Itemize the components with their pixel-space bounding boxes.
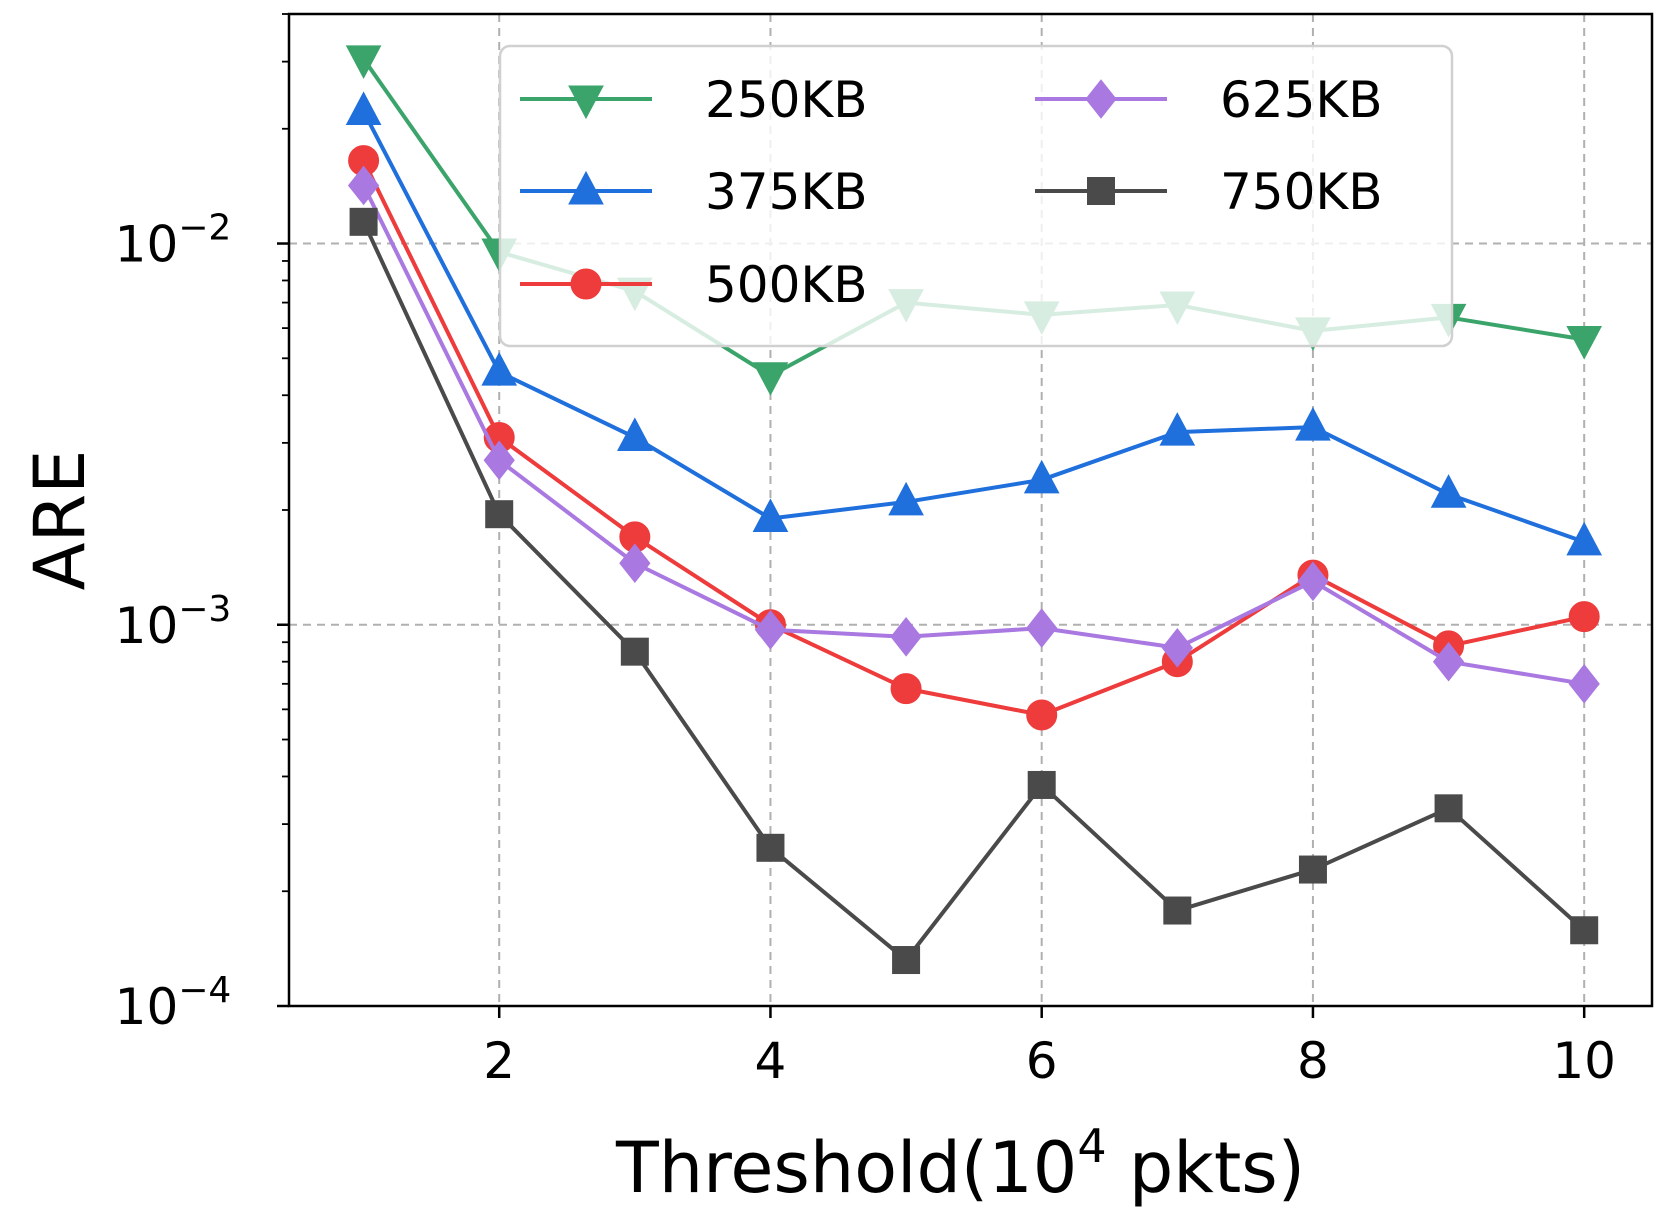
legend-box [498, 44, 1454, 348]
data-point-750kb [349, 207, 378, 236]
data-point-750kb [1298, 855, 1327, 884]
y-tick-label-exponent: −3 [178, 589, 231, 630]
data-point-375kb [1023, 459, 1060, 494]
x-axis-label: Threshold(104 pkts) [615, 1119, 1305, 1209]
data-point-625kb [1297, 561, 1329, 602]
data-point-750kb [892, 946, 921, 975]
data-point-250kb [752, 362, 789, 396]
y-axis-label: ARE [19, 450, 101, 591]
y-tick-label-exponent: −4 [178, 970, 231, 1011]
x-axis-label-main: Threshold(10 [615, 1127, 1077, 1209]
legend-label: 500KB [705, 256, 868, 314]
x-axis-label-suffix: pkts) [1107, 1127, 1305, 1209]
data-point-500kb [1568, 601, 1600, 633]
data-point-625kb [1432, 641, 1465, 682]
legend-marker-500kb [570, 268, 602, 300]
data-point-625kb [347, 165, 380, 206]
data-point-500kb [890, 673, 922, 705]
data-point-375kb [617, 417, 653, 451]
data-point-750kb [485, 500, 514, 529]
data-point-375kb [1159, 412, 1196, 446]
legend-label: 250KB [705, 71, 868, 129]
data-point-750kb [1163, 896, 1192, 925]
series-line-750kb [361, 220, 1586, 963]
series-line-625kb [361, 184, 1585, 686]
data-point-625kb [1161, 628, 1193, 668]
y-axis-ticks: 10−410−310−2 [115, 13, 289, 1036]
data-point-625kb [1026, 608, 1058, 648]
data-point-375kb [752, 498, 789, 532]
data-point-375kb [345, 91, 382, 125]
x-tick-label: 6 [1026, 1032, 1058, 1090]
data-point-625kb [1568, 664, 1600, 704]
x-tick-label: 10 [1552, 1032, 1616, 1090]
y-tick-label: 10−2 [115, 208, 232, 274]
legend-marker-375kb [568, 170, 604, 205]
y-tick-label-exponent: −2 [178, 208, 231, 249]
y-tick-label: 10−4 [115, 970, 232, 1036]
y-tick-label-base: 10 [115, 216, 179, 274]
data-point-375kb [1566, 521, 1603, 556]
legend-item-250kb: 250KB [520, 71, 868, 129]
legend-item-750kb: 750KB [1035, 163, 1383, 221]
x-axis-label-superscript: 4 [1077, 1119, 1106, 1173]
data-point-375kb [1430, 474, 1467, 508]
series-750kb [349, 207, 1599, 975]
data-point-750kb [620, 637, 649, 666]
x-tick-label: 4 [755, 1032, 787, 1090]
series-625kb [347, 165, 1600, 704]
legend-item-625kb: 625KB [1035, 71, 1383, 129]
legend-item-500kb: 500KB [520, 256, 868, 314]
x-axis-ticks: 2 4 6 8 10 [483, 1006, 1616, 1090]
data-point-250kb [1566, 326, 1603, 360]
legend-marker-250kb [568, 85, 604, 120]
data-point-750kb [1027, 770, 1056, 799]
legend-label: 625KB [1220, 71, 1383, 129]
data-point-625kb [890, 616, 922, 657]
legend-label: 750KB [1220, 163, 1383, 221]
legend-marker-750kb [1087, 177, 1115, 205]
y-tick-label-base: 10 [115, 978, 179, 1036]
data-point-625kb [483, 440, 515, 481]
data-point-250kb [345, 45, 382, 79]
data-point-625kb [619, 543, 651, 584]
data-point-750kb [1570, 916, 1599, 945]
series-line-375kb [361, 110, 1585, 544]
data-point-375kb [888, 481, 924, 516]
legend-label: 375KB [705, 163, 868, 221]
x-tick-label: 8 [1297, 1032, 1329, 1090]
data-point-625kb [754, 609, 787, 650]
data-point-500kb [1026, 699, 1058, 731]
data-point-375kb [481, 352, 518, 386]
legend-marker-625kb [1085, 79, 1117, 119]
data-point-750kb [1434, 794, 1463, 823]
y-tick-label-base: 10 [115, 597, 179, 655]
series-line-500kb [361, 159, 1585, 717]
x-tick-label: 2 [483, 1032, 515, 1090]
series-375kb [345, 91, 1603, 556]
data-point-750kb [756, 833, 785, 862]
data-point-375kb [1295, 407, 1331, 441]
y-tick-label: 10−3 [115, 589, 232, 655]
legend: 250KB 375KB 500KB 625KB 750KB [498, 44, 1454, 348]
legend-item-375kb: 375KB [520, 163, 868, 221]
